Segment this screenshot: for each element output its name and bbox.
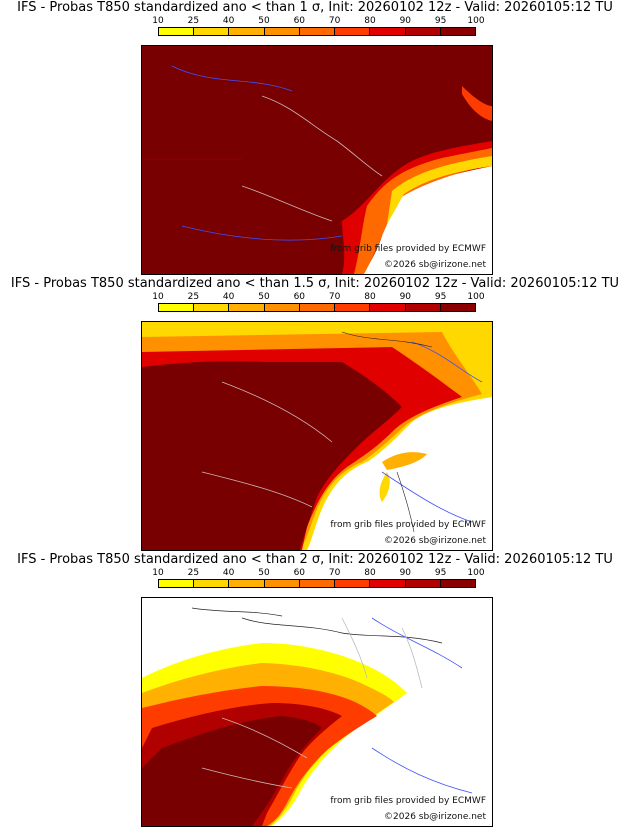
panel-3: IFS - Probas T850 standardized ano < tha… xyxy=(0,552,630,828)
map-graphic xyxy=(142,598,492,826)
scale-swatch xyxy=(299,580,336,587)
scale-label: 95 xyxy=(434,16,447,26)
scale-swatch xyxy=(335,28,371,35)
scale-label: 95 xyxy=(434,292,447,302)
map-graphic xyxy=(142,322,492,550)
dept-borders xyxy=(241,95,383,222)
probability-map: from grib files provided by ECMWF ©2026 … xyxy=(141,597,493,827)
scale-swatch xyxy=(194,580,230,587)
scale-swatch xyxy=(194,304,230,311)
scale-label: 60 xyxy=(293,16,306,26)
scale-swatch xyxy=(440,304,475,311)
scale-label: 10 xyxy=(152,292,164,302)
color-scale-bar xyxy=(158,579,476,588)
scale-swatch xyxy=(159,580,195,587)
rivers xyxy=(171,65,343,241)
scale-label: 50 xyxy=(258,16,270,26)
scale-swatch xyxy=(440,580,475,587)
copyright-credit: ©2026 sb@irizone.net xyxy=(384,536,486,546)
scale-label: 90 xyxy=(399,292,412,302)
source-credit: from grib files provided by ECMWF xyxy=(330,796,486,806)
scale-swatch xyxy=(229,580,265,587)
scale-label: 40 xyxy=(222,16,235,26)
scale-label: 100 xyxy=(467,292,485,302)
scale-swatch xyxy=(440,28,475,35)
color-scale-labels: 10 25 40 50 60 70 80 90 95 100 xyxy=(152,568,484,579)
sea-region xyxy=(362,166,492,274)
scale-label: 95 xyxy=(434,568,447,578)
scale-swatch xyxy=(405,304,441,311)
scale-swatch xyxy=(370,580,406,587)
scale-swatch xyxy=(229,28,265,35)
panel-2: IFS - Probas T850 standardized ano < tha… xyxy=(0,276,630,552)
scale-swatch xyxy=(264,28,300,35)
region-borders xyxy=(341,617,423,689)
panel-title: IFS - Probas T850 standardized ano < tha… xyxy=(17,0,613,15)
scale-label: 60 xyxy=(293,568,306,578)
scale-label: 50 xyxy=(258,292,270,302)
scale-label: 40 xyxy=(222,292,235,302)
scale-swatch xyxy=(159,28,195,35)
map-graphic xyxy=(142,46,492,274)
scale-label: 80 xyxy=(364,292,376,302)
coastline xyxy=(341,331,433,533)
scale-swatch xyxy=(335,580,371,587)
scale-label: 80 xyxy=(364,16,376,26)
color-scale-labels: 10 25 40 50 60 70 80 90 95 100 xyxy=(152,292,484,303)
color-scale-bar xyxy=(158,27,476,36)
probability-map: from grib files provided by ECMWF ©2026 … xyxy=(141,321,493,551)
scale-label: 70 xyxy=(328,568,341,578)
scale-label: 60 xyxy=(293,292,306,302)
scale-swatch xyxy=(299,28,336,35)
source-credit: from grib files provided by ECMWF xyxy=(330,520,486,530)
panel-1: IFS - Probas T850 standardized ano < tha… xyxy=(0,0,630,276)
scale-swatch xyxy=(264,580,300,587)
scale-label: 50 xyxy=(258,568,270,578)
scale-swatch xyxy=(264,304,300,311)
rivers xyxy=(371,617,473,794)
coastline xyxy=(191,607,443,644)
scale-label: 10 xyxy=(152,568,164,578)
scale-swatch xyxy=(405,580,441,587)
panel-title: IFS - Probas T850 standardized ano < tha… xyxy=(17,552,613,567)
prob-band-25 xyxy=(387,156,492,224)
prob-spot-coast xyxy=(379,472,390,502)
copyright-credit: ©2026 sb@irizone.net xyxy=(384,812,486,822)
scale-swatch xyxy=(335,304,371,311)
scale-label: 70 xyxy=(328,292,341,302)
rivers xyxy=(381,341,483,523)
color-scale-bar xyxy=(158,303,476,312)
scale-label: 100 xyxy=(467,568,485,578)
scale-label: 10 xyxy=(152,16,164,26)
dept-borders xyxy=(201,717,308,789)
source-credit: from grib files provided by ECMWF xyxy=(330,244,486,254)
scale-swatch xyxy=(194,28,230,35)
panel-title: IFS - Probas T850 standardized ano < tha… xyxy=(10,276,620,291)
scale-swatch xyxy=(229,304,265,311)
probability-map: from grib files provided by ECMWF ©2026 … xyxy=(141,45,493,275)
prob-field-max xyxy=(142,716,322,826)
prob-band-alps xyxy=(462,86,492,121)
scale-swatch xyxy=(405,28,441,35)
color-scale-labels: 10 25 40 50 60 70 80 90 95 100 xyxy=(152,16,484,27)
scale-swatch xyxy=(159,304,195,311)
prob-field-max xyxy=(142,361,402,550)
prob-spot-alps xyxy=(382,452,427,470)
scale-swatch xyxy=(370,28,406,35)
scale-label: 40 xyxy=(222,568,235,578)
copyright-credit: ©2026 sb@irizone.net xyxy=(384,260,486,270)
scale-swatch xyxy=(299,304,336,311)
dept-borders xyxy=(201,381,333,508)
scale-label: 25 xyxy=(187,16,200,26)
scale-label: 25 xyxy=(187,568,200,578)
scale-swatch xyxy=(370,304,406,311)
scale-label: 90 xyxy=(399,16,412,26)
scale-label: 90 xyxy=(399,568,412,578)
scale-label: 25 xyxy=(187,292,200,302)
scale-label: 80 xyxy=(364,568,376,578)
scale-label: 100 xyxy=(467,16,485,26)
scale-label: 70 xyxy=(328,16,341,26)
